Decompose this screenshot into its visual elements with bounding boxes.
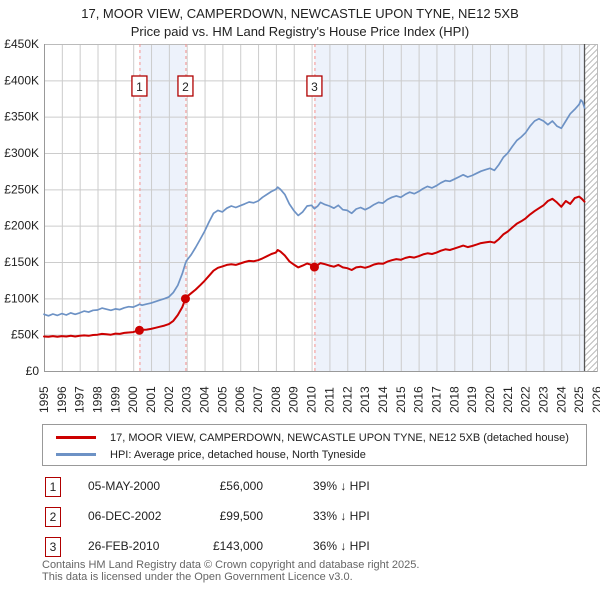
- x-tick-label: 2019: [465, 386, 479, 413]
- x-tick-label: 2008: [269, 386, 283, 413]
- y-tick-label: £100K: [4, 291, 39, 305]
- hpi-line: [43, 99, 586, 317]
- license-footer: Contains HM Land Registry data © Crown c…: [42, 559, 582, 583]
- x-tick-label: 2004: [198, 386, 212, 413]
- page-subtitle: Price paid vs. HM Land Registry's House …: [130, 24, 470, 39]
- x-tick-label: 2023: [536, 386, 550, 413]
- transaction-date: 06-DEC-2002: [88, 509, 162, 523]
- y-tick-label: £300K: [4, 146, 39, 160]
- transaction-marker-3: 3: [45, 537, 61, 557]
- y-tick-label: £400K: [4, 73, 39, 87]
- x-tick-label: 2001: [144, 386, 158, 413]
- sale-marker-badge-3: [306, 75, 323, 97]
- transaction-row: 3 26-FEB-2010 £143,000 36% ↓ HPI: [42, 537, 588, 557]
- y-tick-label: £450K: [4, 37, 39, 51]
- x-tick-label: 1999: [108, 386, 122, 413]
- y-tick-label: £0: [26, 364, 40, 378]
- x-tick-label: 2007: [251, 386, 265, 413]
- x-tick-label: 2016: [412, 386, 426, 413]
- x-tick-label: 1998: [91, 386, 105, 413]
- x-tick-label: 1995: [37, 386, 51, 413]
- x-tick-label: 2022: [519, 386, 533, 413]
- transaction-row: 2 06-DEC-2002 £99,500 33% ↓ HPI: [42, 507, 588, 527]
- transaction-date: 05-MAY-2000: [88, 479, 161, 493]
- price-line-swatch: [56, 436, 96, 439]
- y-tick-label: £350K: [4, 110, 39, 124]
- transaction-hpi-diff: 39% ↓ HPI: [313, 479, 370, 493]
- transaction-hpi-diff: 36% ↓ HPI: [313, 539, 370, 553]
- sale-marker-badge-2: [177, 75, 194, 97]
- footer-line-1: Contains HM Land Registry data © Crown c…: [42, 559, 420, 571]
- transaction-hpi-diff: 33% ↓ HPI: [313, 509, 370, 523]
- x-tick-label: 2011: [322, 387, 336, 413]
- sale-marker-number: 2: [182, 80, 189, 94]
- chart-legend: 17, MOOR VIEW, CAMPERDOWN, NEWCASTLE UPO…: [42, 424, 587, 466]
- legend-price-label: 17, MOOR VIEW, CAMPERDOWN, NEWCASTLE UPO…: [110, 431, 569, 444]
- transaction-marker-1: 1: [45, 477, 61, 497]
- y-tick-label: £50K: [11, 328, 39, 342]
- legend-item-price: 17, MOOR VIEW, CAMPERDOWN, NEWCASTLE UPO…: [43, 429, 586, 446]
- x-tick-label: 1997: [73, 386, 87, 413]
- x-tick-label: 2015: [394, 386, 408, 413]
- sale-marker-number: 3: [311, 80, 318, 94]
- x-tick-label: 2017: [429, 386, 443, 413]
- x-tick-label: 1996: [55, 386, 69, 413]
- transaction-date: 26-FEB-2010: [88, 539, 160, 553]
- y-tick-label: £150K: [4, 255, 39, 269]
- transaction-marker-2: 2: [45, 507, 61, 527]
- hpi-line-swatch: [56, 453, 96, 456]
- transaction-price: £143,000: [212, 539, 263, 553]
- x-tick-label: 2021: [501, 386, 515, 413]
- transaction-price: £99,500: [219, 509, 263, 523]
- sale-point-3[interactable]: [309, 262, 319, 272]
- legend-item-hpi: HPI: Average price, detached house, Nort…: [43, 446, 586, 463]
- page-title: 17, MOOR VIEW, CAMPERDOWN, NEWCASTLE UPO…: [81, 6, 519, 21]
- sale-point-1[interactable]: [134, 325, 144, 335]
- x-tick-label: 2013: [358, 386, 372, 413]
- x-tick-label: 2024: [554, 386, 568, 413]
- x-tick-label: 2002: [162, 386, 176, 413]
- x-tick-label: 2020: [483, 386, 497, 413]
- x-tick-label: 2005: [215, 386, 229, 413]
- x-tick-label: 2006: [233, 386, 247, 413]
- x-tick-label: 2009: [287, 386, 301, 413]
- future-hatch-region: [584, 44, 597, 371]
- transaction-price: £56,000: [219, 479, 263, 493]
- sale-marker-number: 1: [136, 80, 143, 94]
- y-tick-label: £250K: [4, 182, 39, 196]
- price-history-chart[interactable]: 1 2 3 £0 £50K £100K £150K £200K £250K £300K £350K £…: [0, 0, 600, 420]
- x-tick-label: 2010: [305, 386, 319, 413]
- footer-line-2: This data is licensed under the Open Gov…: [42, 570, 353, 583]
- x-tick-label: 2003: [180, 386, 194, 413]
- legend-hpi-label: HPI: Average price, detached house, Nort…: [110, 448, 366, 461]
- transaction-row: 1 05-MAY-2000 £56,000 39% ↓ HPI: [42, 477, 588, 497]
- x-tick-label: 2026: [590, 386, 600, 413]
- x-tick-label: 2025: [572, 386, 586, 413]
- x-tick-label: 2000: [126, 386, 140, 413]
- sale-marker-badge-1: [131, 75, 148, 97]
- x-tick-label: 2014: [376, 386, 390, 413]
- x-tick-label: 2018: [447, 386, 461, 413]
- sale-point-2[interactable]: [180, 294, 190, 304]
- y-tick-label: £200K: [4, 219, 39, 233]
- x-tick-label: 2012: [340, 386, 354, 413]
